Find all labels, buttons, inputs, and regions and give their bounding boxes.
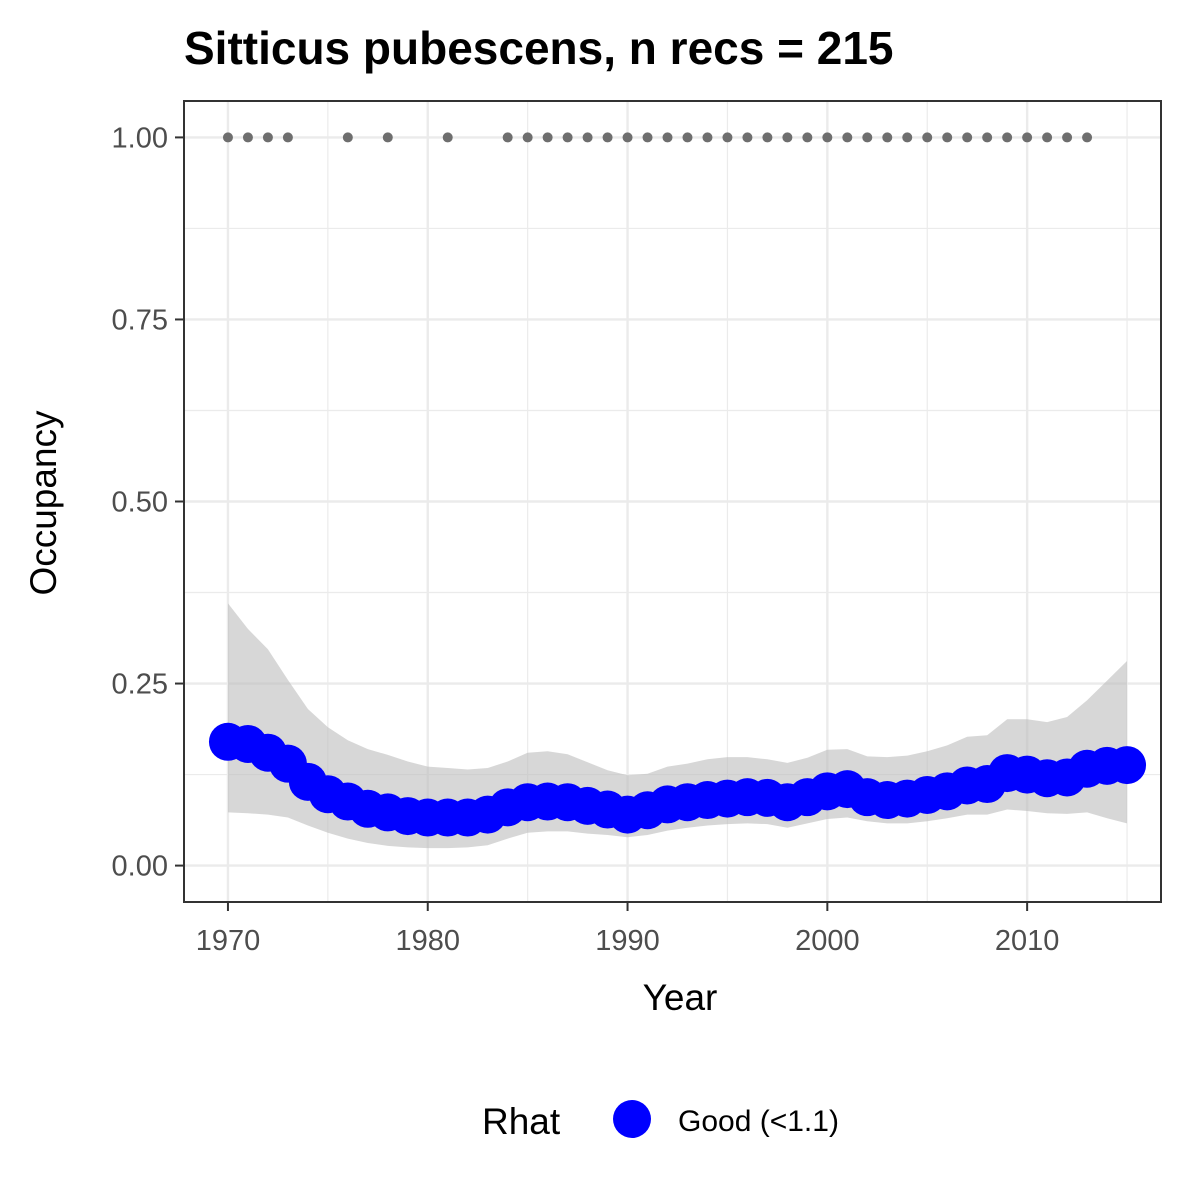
y-tick-label: 1.00 — [112, 122, 168, 154]
record-dot — [982, 132, 993, 143]
record-years — [222, 132, 1093, 143]
record-dot — [562, 132, 573, 143]
record-dot — [602, 132, 613, 143]
record-dot — [282, 132, 293, 143]
legend-title: Rhat — [482, 1101, 561, 1142]
record-dot — [262, 132, 273, 143]
record-dot — [222, 132, 233, 143]
y-tick-label: 0.25 — [112, 669, 168, 701]
legend-label-good: Good (<1.1) — [678, 1105, 839, 1138]
record-dot — [962, 132, 973, 143]
record-dot — [622, 132, 633, 143]
x-tick-label: 2000 — [795, 925, 860, 957]
record-dot — [1042, 132, 1053, 143]
occupancy-points — [208, 722, 1147, 837]
y-tick-label: 0.50 — [112, 487, 168, 519]
record-dot — [802, 132, 813, 143]
record-dot — [1062, 132, 1073, 143]
record-dot — [1082, 132, 1093, 143]
record-dot — [942, 132, 953, 143]
record-dot — [1022, 132, 1033, 143]
record-dot — [522, 132, 533, 143]
legend: Rhat Good (<1.1) — [482, 1100, 839, 1142]
record-dot — [742, 132, 753, 143]
occupancy-point — [1108, 746, 1147, 785]
y-tick-label: 0.75 — [112, 304, 168, 336]
y-axis-title: Occupancy — [23, 410, 64, 596]
x-axis-title: Year — [643, 977, 718, 1018]
record-dot — [642, 132, 653, 143]
record-dot — [882, 132, 893, 143]
record-dot — [702, 132, 713, 143]
record-dot — [762, 132, 773, 143]
x-axis-ticks: 1970 1980 1990 2000 2010 — [196, 902, 1060, 957]
y-axis-ticks: 0.00 0.25 0.50 0.75 1.00 — [112, 122, 184, 883]
record-dot — [722, 132, 733, 143]
record-dot — [902, 132, 913, 143]
record-dot — [822, 132, 833, 143]
record-dot — [582, 132, 593, 143]
record-dot — [442, 132, 453, 143]
record-dot — [782, 132, 793, 143]
record-dot — [242, 132, 253, 143]
chart-title: Sitticus pubescens, n recs = 215 — [184, 22, 894, 74]
x-tick-label: 2010 — [995, 925, 1060, 957]
record-dot — [842, 132, 853, 143]
record-dot — [542, 132, 553, 143]
x-tick-label: 1990 — [595, 925, 660, 957]
record-dot — [382, 132, 393, 143]
y-tick-label: 0.00 — [112, 851, 168, 883]
x-tick-label: 1980 — [395, 925, 460, 957]
record-dot — [922, 132, 933, 143]
record-dot — [502, 132, 513, 143]
record-dot — [1002, 132, 1013, 143]
record-dot — [662, 132, 673, 143]
record-dot — [342, 132, 353, 143]
record-dot — [682, 132, 693, 143]
x-tick-label: 1970 — [196, 925, 261, 957]
record-dot — [862, 132, 873, 143]
legend-key-good — [613, 1100, 651, 1138]
